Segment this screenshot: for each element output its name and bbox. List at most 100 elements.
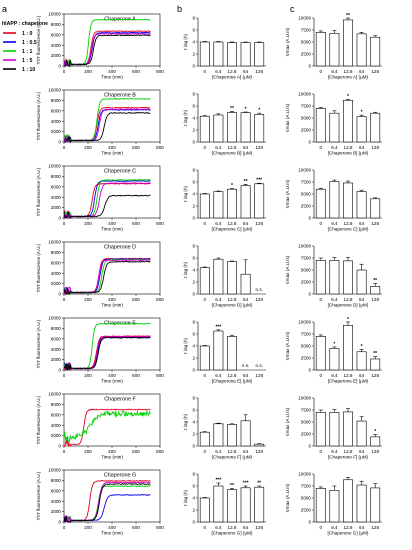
y-tick-label: 5000 [301,268,312,273]
x-axis-label: [Chaperone C] (μM) [328,227,369,232]
x-tick-label: 6.4 [215,145,222,150]
x-tick-label: 128 [255,69,263,74]
panel-letter-b: b [177,4,182,14]
bar [199,115,210,143]
x-tick-label: 600 [132,373,140,378]
bar [213,330,224,371]
bar [356,351,367,371]
x-tick-label: 12.8 [344,145,353,150]
y-axis-label: τ lag (h) [183,337,188,354]
legend-label-1: 1 : 0.5 [22,40,37,46]
x-tick-label: 64 [243,297,249,302]
x-tick-label: 600 [132,449,140,454]
kinetics-panel-1: 0 2000 4000 6000 8000 10000 0 200 400 600 800 Time … [36,88,164,156]
y-tick-label: 2500 [301,52,312,57]
x-tick-label: 400 [108,297,116,302]
bar [343,479,353,523]
x-tick-label: 6.4 [331,69,338,74]
lag-panel-0: 0 2 4 6 8 0 6.4 12.8 64 128[Chaperone A] (μM) τ la… [183,16,266,80]
x-tick-label: 6.4 [215,221,222,226]
panel-title: Chaperone C [104,169,136,175]
y-tick-label: 0 [308,444,311,449]
x-tick-label: 12.8 [344,69,353,74]
y-tick-label: 6000 [51,488,62,493]
bar [199,193,210,219]
series-line-4 [64,112,151,144]
x-tick-label: 0 [320,145,323,150]
x-axis-label: Time (min) [101,303,123,308]
x-tick-label: 64 [359,525,365,530]
bar [227,336,237,371]
y-tick-label: 0 [308,140,311,145]
x-tick-label: 128 [371,145,379,150]
y-tick-label: 2000 [51,281,62,286]
bar [213,485,224,523]
y-tick-label: 8 [192,472,195,477]
x-tick-label: 128 [255,297,263,302]
significance-label: *** [215,324,221,330]
y-tick-label: 10000 [48,164,61,169]
x-tick-label: 400 [108,449,116,454]
significance-label: * [258,108,260,114]
series-line-4 [64,34,151,67]
x-tick-label: 0 [204,297,207,302]
bar [213,258,224,295]
x-tick-label: 0 [204,449,207,454]
significance-label: n.s. [255,287,262,292]
x-axis-label: Time (min) [101,151,123,156]
panel-title: Chaperone G [104,473,136,479]
significance-label: * [361,110,363,116]
bar [240,42,251,67]
y-tick-label: 0 [308,368,311,373]
series-line-2 [64,485,151,523]
y-axis-label: ThT fluorescence (A.U.) [36,319,41,368]
significance-label: *** [215,478,221,484]
x-axis-label: [Chaperone E] (μM) [212,379,253,384]
x-tick-label: 12.8 [344,297,353,302]
x-tick-label: 64 [243,525,249,530]
bar [199,41,210,67]
x-tick-label: 128 [255,525,263,530]
y-tick-label: 4 [192,344,195,349]
y-axis-label: ThT fluorescence (A.U.) [36,471,41,520]
x-tick-label: 12.8 [344,221,353,226]
bar [199,267,210,295]
x-tick-label: 6.4 [331,145,338,150]
significance-label: * [361,344,363,350]
x-tick-label: 0 [320,221,323,226]
y-tick-label: 2500 [301,432,312,437]
x-tick-label: 200 [84,145,92,150]
y-axis-label: τ lag (h) [183,33,188,50]
y-tick-label: 10000 [298,244,311,249]
y-axis-label: Vmax (A.U./s) [285,103,290,132]
y-tick-label: 10000 [48,240,61,245]
bar [227,112,237,143]
panel-letter-a: a [2,4,7,14]
x-axis-label: [Chaperone F] (μM) [328,455,369,460]
series-line-2 [63,97,151,143]
y-tick-label: 7500 [301,484,312,489]
bar [343,99,353,143]
y-tick-label: 10000 [48,392,61,397]
x-tick-label: 128 [371,221,379,226]
legend-label-3: 1 : 5 [22,58,32,64]
vmax-panel-5: 0 2500 5000 7500 10000 0 6.4 12.8 64 128 * [Chapero… [285,396,382,460]
y-tick-label: 5000 [301,344,312,349]
significance-label: * [347,94,349,100]
y-tick-label: 2500 [301,356,312,361]
x-tick-label: 0 [204,221,207,226]
x-tick-label: 200 [84,525,92,530]
bar [356,33,367,67]
significance-label: * [333,341,335,347]
series-line-2 [63,179,151,219]
significance-label: ** [373,351,377,357]
x-tick-label: 128 [371,449,379,454]
x-tick-label: 200 [84,221,92,226]
bar [356,116,367,143]
y-tick-label: 0 [308,292,311,297]
bar [199,431,210,447]
y-tick-label: 4000 [51,499,62,504]
bar [370,358,381,371]
legend-label-4: 1 : 10 [22,67,35,73]
bar [240,273,251,295]
